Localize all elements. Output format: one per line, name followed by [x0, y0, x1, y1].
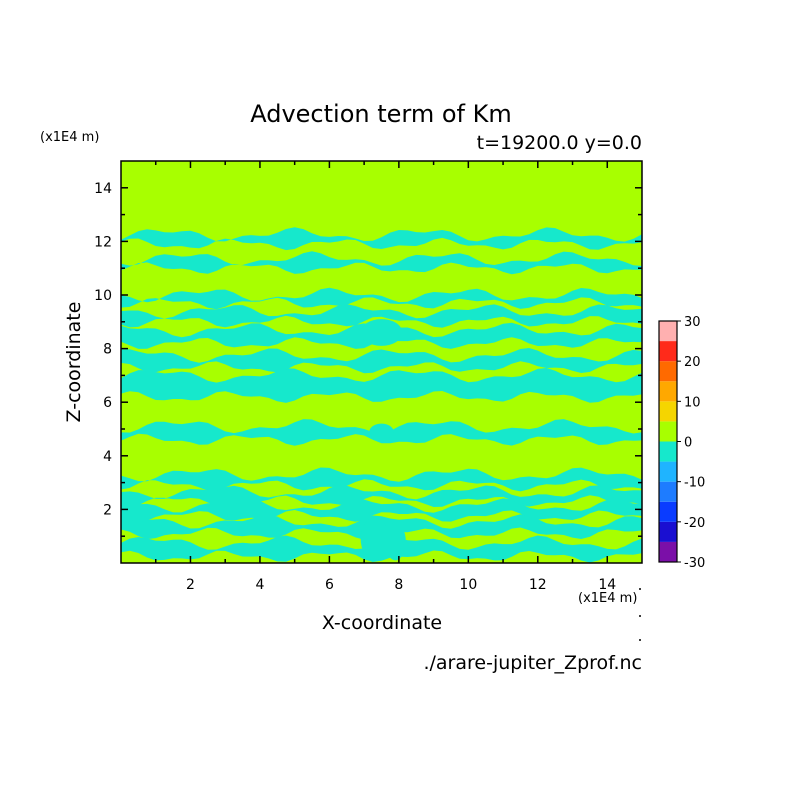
negative-blob: [360, 517, 389, 561]
colorbar-tick-label: 0: [684, 436, 692, 451]
negative-blob: [369, 423, 394, 440]
chart-title: Advection term of Km: [250, 100, 512, 128]
corner-mark: [639, 588, 641, 590]
colorbar-tick-label: 20: [684, 355, 701, 370]
x-tick-label: 4: [255, 577, 264, 593]
colorbar-segment: [659, 341, 677, 362]
colorbar-segment: [659, 521, 677, 542]
x-tick-label: 10: [459, 577, 477, 593]
y-unit-label: (x1E4 m): [40, 130, 99, 145]
corner-mark: [639, 615, 641, 617]
y-tick-label: 6: [103, 395, 112, 411]
negative-band: [121, 485, 642, 507]
colorbar-segment: [659, 441, 677, 462]
colorbar: -30 -20 -10 0 10 20 30: [658, 315, 705, 571]
negative-band: [121, 467, 642, 492]
colorbar-segment: [659, 401, 677, 422]
colorbar-tick-label: 10: [684, 395, 701, 410]
negative-band: [121, 227, 642, 251]
x-tick-label: 12: [529, 577, 547, 593]
negative-blob: [360, 319, 403, 346]
colorbar-segment: [659, 381, 677, 402]
colorbar-segment: [659, 421, 677, 442]
colorbar-segment: [659, 361, 677, 382]
colorbar-segment: [659, 501, 677, 522]
y-tick-label: 12: [94, 234, 112, 250]
x-tick-label: 14: [598, 577, 616, 593]
corner-mark: [639, 639, 641, 641]
y-tick-label: 14: [94, 181, 112, 197]
chart-subtitle: t=19200.0 y=0.0: [477, 132, 642, 154]
colorbar-segment: [659, 321, 677, 342]
y-tick-label: 4: [103, 449, 112, 465]
negative-band: [121, 368, 642, 403]
y-tick-label: 2: [103, 502, 112, 518]
y-tick-label: 8: [103, 342, 112, 358]
source-filename: ./arare-jupiter_Zprof.nc: [423, 652, 642, 674]
colorbar-segment: [659, 541, 677, 562]
x-tick-label: 2: [186, 577, 195, 593]
negative-band: [121, 287, 642, 310]
negative-band: [121, 251, 642, 275]
y-axis-label: Z-coordinate: [63, 302, 85, 423]
negative-blob: [384, 522, 406, 561]
colorbar-tick-label: -10: [684, 476, 705, 491]
negative-region-field: [121, 227, 642, 563]
y-tick-label: 10: [94, 288, 112, 304]
x-axis-ticks: 2 4 6 8 10 12 14: [154, 161, 616, 593]
y-axis-ticks: 2 4 6 8 10 12 14: [94, 181, 642, 537]
colorbar-tick-label: -30: [684, 556, 705, 571]
colorbar-tick-label: -20: [684, 516, 705, 531]
x-axis-label: X-coordinate: [322, 612, 442, 634]
negative-band: [121, 348, 642, 374]
colorbar-tick-label: 30: [684, 315, 701, 330]
x-unit-label: (x1E4 m): [578, 591, 637, 606]
x-tick-label: 6: [325, 577, 334, 593]
colorbar-segment: [659, 481, 677, 502]
plot-frame: [120, 160, 643, 564]
negative-band: [121, 498, 642, 523]
x-tick-label: 8: [394, 577, 403, 593]
negative-band: [121, 419, 642, 446]
colorbar-segment: [659, 461, 677, 482]
negative-band: [121, 304, 642, 328]
